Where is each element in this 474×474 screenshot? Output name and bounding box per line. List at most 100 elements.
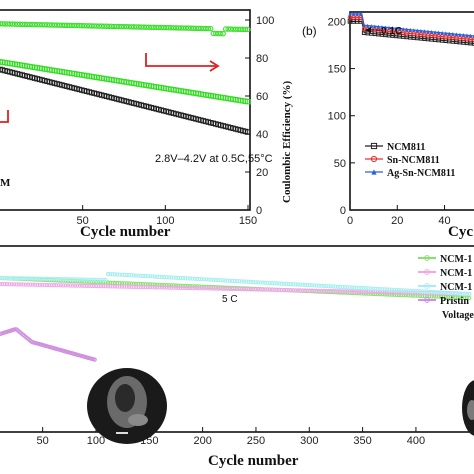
bottom-series-0-point	[385, 292, 390, 297]
right-series-2-point	[397, 26, 402, 31]
left-series-2-point	[61, 22, 68, 28]
bottom-series-2-point	[16, 276, 21, 281]
left-series-2-point	[220, 30, 226, 37]
bottom-series-1-point	[84, 283, 89, 288]
left-series-2-point	[183, 25, 189, 31]
right-series-2-point	[348, 12, 352, 16]
bottom-series-2-point	[427, 289, 432, 294]
left-series-2-point	[7, 21, 13, 27]
left-y2-tick-label: 40	[256, 129, 268, 141]
bottom-series-0-point	[166, 283, 172, 288]
bottom-series-1-point	[356, 289, 362, 294]
bottom-series-1-point	[33, 282, 38, 287]
bottom-series-2-point	[211, 277, 216, 282]
bottom-series-1-point	[237, 287, 242, 292]
left-series-2-point	[190, 25, 197, 31]
bottom-series-1-point	[352, 289, 357, 294]
bottom-series-1-point	[204, 286, 209, 291]
left-series-2-point	[128, 24, 135, 30]
left-series-2-point	[131, 24, 137, 30]
bottom-series-2-point	[239, 279, 244, 284]
right-series-2-point	[355, 12, 359, 16]
bottom-series-2-point	[331, 284, 336, 289]
bottom-series-1-point	[347, 289, 352, 294]
bottom-series-2-point	[145, 274, 150, 279]
left-series-2-point	[19, 21, 26, 28]
bottom-series-0-point	[178, 283, 183, 288]
left-series-2-point	[101, 23, 107, 29]
bottom-series-2-point	[424, 289, 430, 294]
bottom-series-2-point	[455, 291, 460, 296]
left-series-2-point	[4, 21, 11, 27]
bottom-series-0-point	[96, 280, 101, 285]
right-series-2-point	[412, 28, 416, 32]
bottom-series-1-point	[216, 286, 221, 291]
bottom-series-2-point	[56, 277, 61, 282]
bottom-series-1-point	[2, 282, 7, 287]
bottom-series-1-point	[136, 284, 141, 290]
bottom-series-3-point	[92, 357, 97, 362]
left-series-2-point	[133, 24, 140, 30]
bottom-series-2-point	[115, 272, 120, 277]
left-series-2-point	[71, 22, 78, 29]
bottom-series-0-point	[103, 280, 108, 285]
right-series-2-point	[422, 29, 427, 33]
bottom-series-1-point	[0, 281, 5, 287]
bottom-series-2-point	[253, 280, 258, 285]
bottom-series-0-point	[406, 293, 411, 298]
bottom-series-0-point	[455, 295, 460, 300]
bottom-series-2-point	[277, 281, 282, 286]
right-legend-label: Sn-NCM811	[387, 155, 440, 166]
left-y2-tick-label: 20	[256, 167, 268, 179]
bottom-series-0-point	[401, 293, 406, 298]
left-series-2-point	[170, 25, 177, 31]
bottom-series-1-point	[394, 290, 399, 295]
right-series-2-point	[390, 26, 395, 30]
bottom-series-1-point	[122, 284, 127, 289]
bottom-series-2-point	[103, 277, 108, 283]
left-series-2-point	[210, 30, 216, 37]
right-series-2-point	[351, 12, 356, 16]
bottom-series-1-point	[91, 283, 96, 289]
bottom-series-2-point	[300, 282, 305, 287]
bottom-series-1-point	[274, 287, 279, 292]
bottom-series-2-point	[429, 289, 434, 295]
bottom-series-2-point	[448, 290, 453, 296]
bottom-series-2-point	[417, 289, 423, 294]
left-series-2-point	[46, 22, 53, 28]
bottom-series-1-point	[37, 282, 42, 287]
bottom-series-2-point	[368, 286, 373, 291]
left-y2-tick-label: 80	[256, 53, 268, 65]
left-series-2-point	[24, 21, 30, 28]
bottom-series-1-point	[155, 285, 160, 290]
left-series-2-point	[245, 26, 251, 33]
right-panel: (b) 0 20 40 0 50 100 150 200 0.1C NCM811 Sn-NCM8…	[302, 11, 474, 240]
bottom-series-1-point	[49, 283, 54, 288]
bottom-series-2-point	[284, 281, 289, 286]
bottom-series-2-point	[35, 276, 40, 281]
bottom-series-2-point	[164, 275, 169, 280]
bottom-series-0-point	[467, 295, 472, 301]
bottom-series-1-point	[171, 285, 176, 290]
left-series-2-point	[126, 24, 132, 30]
bottom-series-1-point	[0, 281, 3, 287]
bottom-series-0-point	[101, 280, 106, 285]
bottom-series-1-point	[209, 286, 214, 291]
bottom-series-1-point	[162, 285, 167, 290]
bottom-series-1-point	[75, 283, 80, 288]
left-series-2-point	[213, 30, 219, 37]
right-series-2-point	[458, 32, 462, 37]
left-series-2-point	[123, 24, 130, 30]
bottom-series-2-point	[375, 286, 380, 292]
right-series-2-point	[380, 25, 384, 29]
left-series-2-point	[193, 25, 199, 32]
bottom-series-2-point	[173, 275, 179, 280]
right-series-2-point	[358, 12, 363, 16]
bottom-series-1-point	[227, 286, 233, 291]
left-series-2-point	[173, 25, 179, 31]
right-legend-marker	[371, 169, 377, 175]
bottom-series-1-point	[248, 287, 254, 292]
